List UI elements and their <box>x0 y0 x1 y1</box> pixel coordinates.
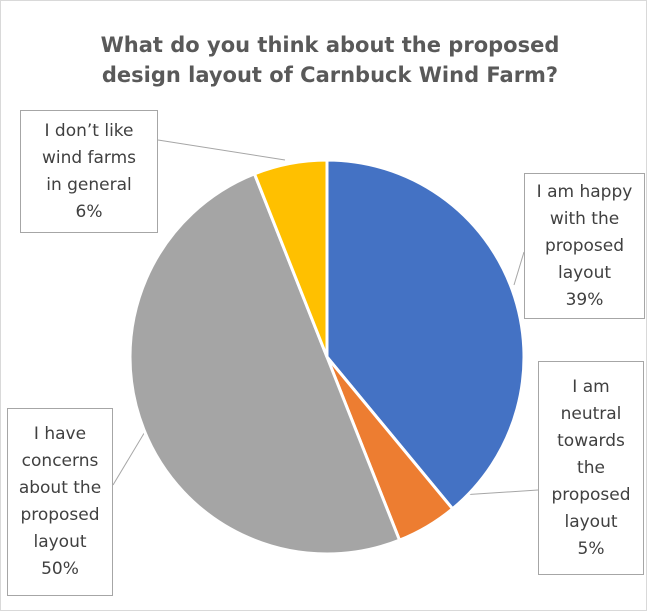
data-label-concerns-value: 50% <box>41 559 79 579</box>
data-label-neutral: I am neutral towards the proposed layout… <box>538 361 644 575</box>
data-label-neutral-line-3: towards <box>557 430 625 451</box>
data-label-dislike-line-2: wind farms <box>41 147 137 168</box>
data-label-neutral-line-5: proposed <box>551 484 631 505</box>
data-label-dislike-line-1: I don’t like <box>44 120 134 141</box>
data-label-happy: I am happy with the proposed layout 39% <box>524 173 645 319</box>
data-label-concerns-line-1: I have <box>33 424 87 444</box>
data-label-happy-line-2: with the <box>549 208 620 229</box>
pie-slice-concerns <box>128 172 402 556</box>
data-label-dislike: I don’t like wind farms in general 6% <box>20 110 158 233</box>
data-label-dislike-line-3: in general <box>46 174 132 195</box>
pie-slice-happy <box>325 158 526 511</box>
data-label-happy-line-4: layout <box>557 262 612 283</box>
data-label-neutral-line-2: neutral <box>560 403 622 424</box>
data-label-concerns-line-5: layout <box>33 532 87 552</box>
data-label-concerns-line-2: concerns <box>21 451 99 471</box>
data-label-neutral-line-4: the <box>577 457 605 478</box>
chart-title-line-1: What do you think about the proposed <box>100 33 560 57</box>
data-label-happy-line-3: proposed <box>544 235 625 256</box>
data-label-concerns-line-4: proposed <box>20 505 100 525</box>
data-label-neutral-line-6: layout <box>564 511 618 532</box>
data-label-neutral-value: 5% <box>577 538 605 559</box>
data-label-concerns: I have concerns about the proposed layou… <box>7 408 113 596</box>
pie-slice-dislike <box>252 158 329 359</box>
chart-title: What do you think about the proposed des… <box>20 30 640 90</box>
data-label-happy-line-1: I am happy <box>536 181 633 202</box>
chart-title-line-2: design layout of Carnbuck Wind Farm? <box>101 63 559 87</box>
leader-line-dislike <box>157 139 286 161</box>
leader-line-happy <box>513 251 525 286</box>
data-label-happy-value: 39% <box>565 289 604 310</box>
data-label-concerns-line-3: about the <box>18 478 102 498</box>
pie-slices <box>128 158 526 556</box>
data-label-dislike-value: 6% <box>75 201 103 222</box>
data-label-neutral-line-1: I am <box>572 376 610 397</box>
